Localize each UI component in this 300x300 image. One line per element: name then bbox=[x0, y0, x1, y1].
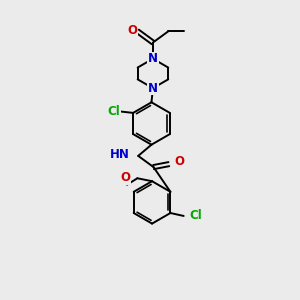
Text: O: O bbox=[121, 171, 131, 184]
Text: N: N bbox=[148, 82, 158, 95]
Text: HN: HN bbox=[110, 148, 130, 161]
Text: Cl: Cl bbox=[190, 209, 202, 223]
Text: N: N bbox=[148, 52, 158, 65]
Text: Cl: Cl bbox=[108, 105, 120, 118]
Text: O: O bbox=[127, 24, 137, 37]
Text: O: O bbox=[175, 155, 185, 168]
